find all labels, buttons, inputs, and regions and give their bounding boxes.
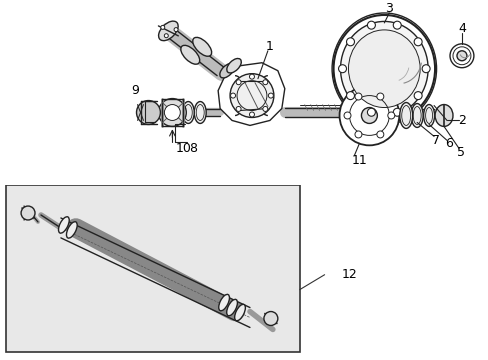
Circle shape	[236, 107, 241, 112]
Circle shape	[361, 108, 377, 123]
Ellipse shape	[218, 294, 229, 311]
Circle shape	[376, 93, 383, 100]
Circle shape	[339, 86, 398, 145]
Circle shape	[338, 65, 346, 73]
Text: 4: 4	[457, 22, 465, 35]
Circle shape	[249, 74, 254, 79]
Circle shape	[174, 28, 178, 32]
Circle shape	[392, 108, 400, 116]
Circle shape	[136, 100, 160, 125]
Circle shape	[413, 38, 421, 46]
Circle shape	[161, 26, 164, 30]
Circle shape	[21, 206, 35, 220]
Ellipse shape	[423, 104, 434, 126]
Text: 3: 3	[385, 3, 392, 15]
Text: 2: 2	[457, 114, 465, 127]
Ellipse shape	[410, 104, 422, 127]
Text: 7: 7	[431, 134, 439, 147]
Circle shape	[164, 34, 168, 38]
Ellipse shape	[194, 102, 206, 123]
Circle shape	[158, 99, 186, 126]
Circle shape	[263, 80, 267, 85]
Text: 10: 10	[175, 142, 191, 155]
Text: 12: 12	[341, 268, 357, 281]
Circle shape	[376, 131, 383, 138]
Ellipse shape	[234, 304, 245, 321]
Text: 1: 1	[265, 40, 273, 53]
Circle shape	[263, 107, 267, 112]
Ellipse shape	[340, 22, 427, 116]
Bar	[1, 1, 487, 185]
Text: 5: 5	[456, 146, 464, 159]
Circle shape	[229, 74, 273, 117]
Circle shape	[264, 311, 277, 325]
Circle shape	[236, 80, 241, 85]
Circle shape	[268, 93, 273, 98]
Ellipse shape	[226, 58, 241, 73]
Circle shape	[346, 92, 354, 100]
Circle shape	[413, 92, 421, 100]
FancyBboxPatch shape	[6, 185, 299, 352]
Text: 9: 9	[131, 84, 139, 97]
Circle shape	[387, 112, 394, 119]
Ellipse shape	[449, 44, 473, 68]
Ellipse shape	[399, 103, 412, 129]
Ellipse shape	[220, 63, 234, 78]
Polygon shape	[218, 63, 284, 125]
Circle shape	[421, 65, 429, 73]
Text: 8: 8	[189, 142, 197, 155]
Circle shape	[354, 131, 361, 138]
Ellipse shape	[182, 102, 194, 123]
Circle shape	[366, 108, 375, 116]
Text: 6: 6	[444, 137, 452, 150]
Ellipse shape	[181, 45, 199, 64]
Circle shape	[354, 93, 361, 100]
Ellipse shape	[66, 222, 77, 238]
Ellipse shape	[434, 104, 452, 126]
Ellipse shape	[348, 30, 419, 108]
Circle shape	[366, 21, 375, 29]
Ellipse shape	[226, 300, 237, 316]
Ellipse shape	[331, 13, 436, 125]
Circle shape	[346, 38, 354, 46]
Ellipse shape	[192, 37, 211, 56]
Circle shape	[344, 112, 350, 119]
Circle shape	[230, 93, 235, 98]
Ellipse shape	[456, 51, 466, 61]
Circle shape	[392, 21, 400, 29]
Circle shape	[164, 104, 180, 121]
Ellipse shape	[158, 21, 178, 41]
Text: 11: 11	[351, 154, 366, 167]
Ellipse shape	[59, 217, 69, 233]
Circle shape	[249, 112, 254, 117]
